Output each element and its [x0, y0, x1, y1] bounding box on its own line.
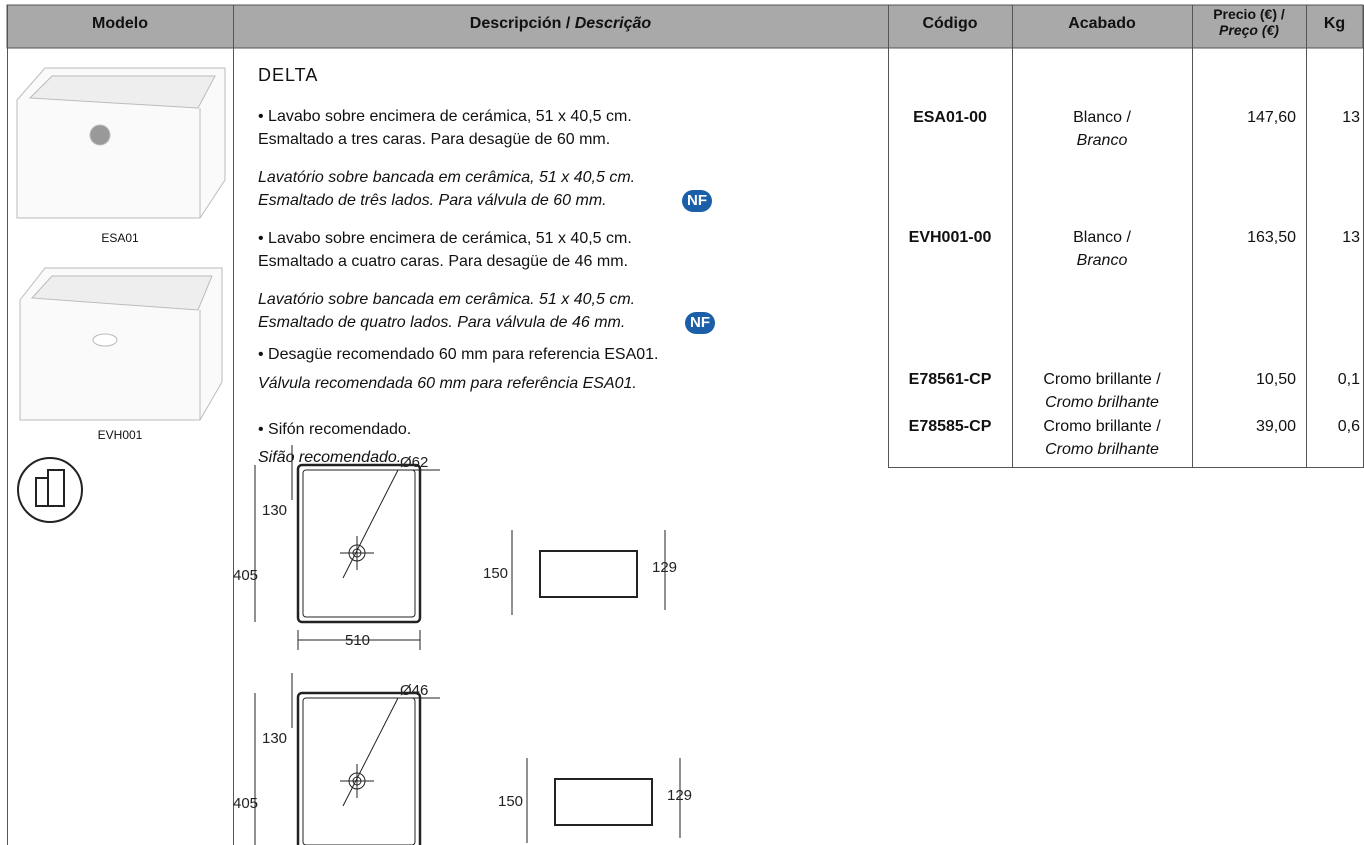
- header-text: Descrição: [574, 15, 652, 32]
- side-view: [554, 778, 653, 826]
- desc-es: Esmaltado a cuatro caras. Para desagüe d…: [258, 253, 628, 270]
- dimension-label: 510: [345, 632, 370, 649]
- desc-pt: Válvula recomendada 60 mm para referênci…: [258, 375, 637, 392]
- model-label: EVH001: [97, 428, 143, 442]
- price: 147,60: [1247, 109, 1296, 126]
- desc-pt: Sifão recomendado.: [258, 449, 402, 466]
- dimension-label: 150: [498, 793, 523, 810]
- finish-pt: Cromo brilhante: [1045, 394, 1159, 411]
- dimension-label: 129: [652, 559, 677, 576]
- finish-pt: Branco: [1076, 252, 1128, 269]
- header-cell: Kg: [1323, 15, 1346, 32]
- dimension-label: 129: [667, 787, 692, 804]
- desc-pt: Esmaltado de três lados. Para válvula de…: [258, 192, 607, 209]
- desc-pt: Lavatório sobre bancada em cerâmica. 51 …: [258, 291, 636, 308]
- finish: Cromo brillante /: [1043, 371, 1161, 388]
- leader: [342, 469, 399, 579]
- sink-image: [16, 67, 226, 219]
- nf-badge: NF: [685, 312, 715, 334]
- dimension-label: Ø62: [400, 454, 428, 471]
- side-view: [539, 550, 638, 598]
- finish: Blanco /: [1073, 229, 1131, 246]
- header-cell: Código: [922, 15, 978, 32]
- header-text: Precio (€) /: [1213, 6, 1285, 22]
- top-view: [296, 691, 422, 845]
- finish-pt: Cromo brilhante: [1045, 441, 1159, 458]
- code: E78585-CP: [908, 418, 992, 435]
- dimension-label: 150: [483, 565, 508, 582]
- weight: 0,1: [1337, 371, 1360, 388]
- finish: Blanco /: [1073, 109, 1131, 126]
- desc-es: • Desagüe recomendado 60 mm para referen…: [258, 346, 659, 363]
- top-view-inner: [302, 697, 416, 845]
- building-icon: [17, 457, 83, 523]
- leader: [342, 697, 399, 807]
- code: EVH001-00: [908, 229, 992, 246]
- desc-es: • Lavabo sobre encimera de cerámica, 51 …: [258, 108, 632, 125]
- desc-pt: Esmaltado de quatro lados. Para válvula …: [258, 314, 626, 331]
- top-view: [296, 463, 422, 624]
- tech-drawing: [254, 673, 681, 845]
- header-cell: Descripción / Descrição: [233, 14, 888, 34]
- price: 39,00: [1255, 418, 1296, 435]
- header-cell: Precio (€) / Preço (€): [1192, 6, 1306, 38]
- dimension-label: 405: [233, 795, 258, 812]
- weight: 13: [1342, 109, 1360, 126]
- weight: 0,6: [1337, 418, 1360, 435]
- model-label: ESA01: [101, 231, 139, 245]
- top-view-inner: [302, 469, 416, 618]
- nf-badge: NF: [682, 190, 712, 212]
- dimension-label: 130: [262, 502, 287, 519]
- price: 10,50: [1255, 371, 1296, 388]
- finish: Cromo brillante /: [1043, 418, 1161, 435]
- dimension-label: 130: [262, 730, 287, 747]
- desc-es: Esmaltado a tres caras. Para desagüe de …: [258, 131, 611, 148]
- header-text: Preço (€): [1219, 22, 1279, 38]
- weight: 13: [1342, 229, 1360, 246]
- desc-es: • Lavabo sobre encimera de cerámica, 51 …: [258, 230, 632, 247]
- header-text: Descripción /: [469, 15, 575, 32]
- product-title: DELTA: [258, 65, 319, 85]
- tech-drawing: [254, 445, 666, 650]
- code: E78561-CP: [908, 371, 992, 388]
- desc-pt: Lavatório sobre bancada em cerâmica, 51 …: [258, 169, 636, 186]
- header-cell: Modelo: [92, 15, 148, 32]
- sink-image: [19, 267, 223, 421]
- dimension-label: Ø46: [400, 682, 428, 699]
- finish-pt: Branco: [1076, 132, 1128, 149]
- header-cell: Acabado: [1068, 15, 1136, 32]
- dimension-label: 405: [233, 567, 258, 584]
- price: 163,50: [1247, 229, 1296, 246]
- code: ESA01-00: [913, 109, 987, 126]
- desc-es: • Sifón recomendado.: [258, 421, 412, 438]
